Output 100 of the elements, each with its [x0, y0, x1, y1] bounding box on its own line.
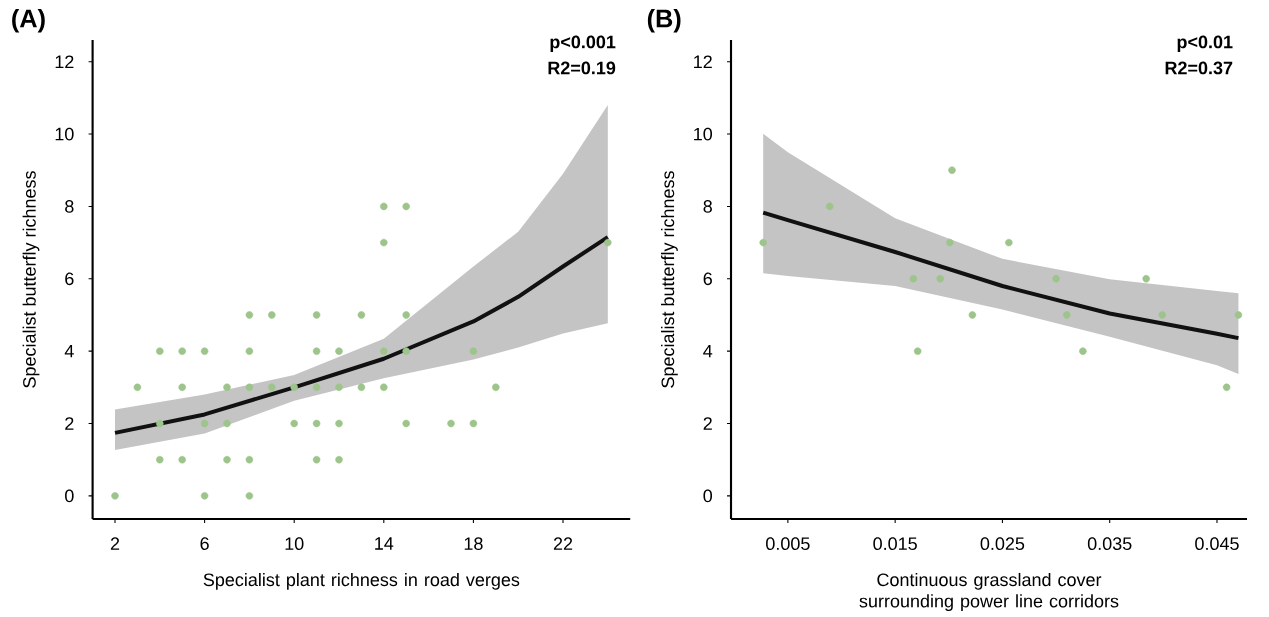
point — [290, 383, 298, 392]
point — [469, 347, 478, 355]
point — [268, 383, 276, 392]
point — [245, 347, 254, 355]
x-tick-label: 22 — [553, 537, 573, 550]
x-tick-label: 0.035 — [1087, 537, 1132, 550]
y-tick-label: 2 — [65, 417, 74, 430]
point — [312, 419, 321, 428]
point — [1005, 238, 1013, 247]
annotation: R2=0.37 — [1165, 61, 1233, 75]
point — [492, 383, 500, 392]
x-tick-label: 0.015 — [873, 537, 917, 550]
point — [380, 202, 388, 211]
annotation: p<0.01 — [1177, 35, 1233, 52]
y-tick-label: 0 — [703, 489, 713, 503]
point — [1158, 311, 1167, 319]
point — [178, 455, 186, 464]
point — [156, 419, 164, 428]
point — [357, 311, 366, 319]
y-tick-label: 4 — [64, 344, 74, 358]
x-tick-label: 0.045 — [1195, 537, 1239, 550]
y-tick-label: 10 — [694, 127, 713, 141]
y-tick-label: 6 — [703, 272, 712, 286]
point — [245, 455, 254, 464]
point — [335, 455, 343, 464]
point — [335, 347, 343, 355]
y-tick-label: 10 — [55, 127, 74, 141]
x-tick-label: 0.005 — [766, 537, 810, 550]
y-tick-label: 8 — [703, 200, 712, 213]
point — [245, 383, 254, 392]
x-tick-label: 18 — [464, 537, 483, 550]
point — [759, 238, 767, 247]
point — [133, 383, 142, 392]
point — [245, 492, 254, 500]
y-tick-label: 2 — [703, 417, 712, 430]
point — [469, 419, 478, 428]
point — [357, 383, 366, 392]
y-axis-title: Specialist butterfly richness — [22, 171, 40, 388]
annotation: R2=0.19 — [548, 61, 616, 75]
point — [380, 238, 388, 247]
x-axis-title: Continuous grassland cover surrounding power line corridors — [859, 572, 1119, 612]
point — [1052, 275, 1060, 283]
point — [948, 166, 956, 174]
x-axis-title: Specialist plant richness in road verges — [203, 572, 520, 590]
x-tick-label: 14 — [375, 537, 394, 550]
point — [223, 455, 231, 464]
point — [200, 492, 209, 500]
point — [604, 238, 612, 247]
point — [913, 347, 922, 355]
point — [290, 419, 298, 428]
annotation: p<0.001 — [550, 35, 616, 52]
point — [268, 311, 276, 319]
point — [447, 419, 455, 428]
x-tick-label: 2 — [110, 537, 120, 550]
point — [402, 202, 410, 211]
point — [402, 311, 410, 319]
point — [1063, 311, 1071, 319]
point — [223, 383, 231, 392]
y-tick-label: 0 — [65, 489, 74, 503]
point — [1234, 311, 1243, 319]
line-series — [761, 210, 1241, 341]
point — [178, 383, 186, 392]
point — [156, 347, 164, 355]
point — [825, 202, 834, 211]
point — [312, 311, 321, 319]
point — [312, 455, 321, 464]
point — [909, 275, 918, 283]
point — [380, 383, 388, 392]
point — [968, 311, 977, 319]
point — [335, 419, 343, 428]
x-tick-label: 0.025 — [980, 537, 1025, 550]
chart-title: (A) — [12, 8, 45, 33]
x-tick-label: 6 — [200, 537, 209, 550]
point — [178, 347, 186, 355]
point — [245, 311, 254, 319]
point — [312, 383, 321, 392]
point — [402, 347, 410, 355]
point — [335, 383, 343, 392]
y-axis-title: Specialist butterfly richness — [661, 171, 678, 388]
point — [312, 347, 321, 355]
point — [1222, 383, 1231, 392]
point — [380, 347, 388, 355]
point — [200, 419, 209, 428]
point — [223, 419, 231, 428]
point — [946, 238, 954, 247]
point — [1079, 347, 1087, 355]
chart-title: (B) — [647, 8, 681, 33]
point — [936, 275, 944, 283]
x-tick-label: 10 — [285, 537, 304, 550]
y-tick-label: 12 — [694, 55, 712, 68]
y-tick-label: 4 — [703, 344, 713, 358]
point — [1142, 275, 1150, 283]
point — [111, 492, 119, 500]
y-tick-label: 12 — [55, 55, 74, 68]
line-series — [113, 235, 610, 435]
y-tick-label: 8 — [65, 200, 74, 213]
y-tick-label: 6 — [65, 272, 74, 286]
point — [402, 419, 410, 428]
point — [156, 455, 164, 464]
point — [200, 347, 209, 355]
